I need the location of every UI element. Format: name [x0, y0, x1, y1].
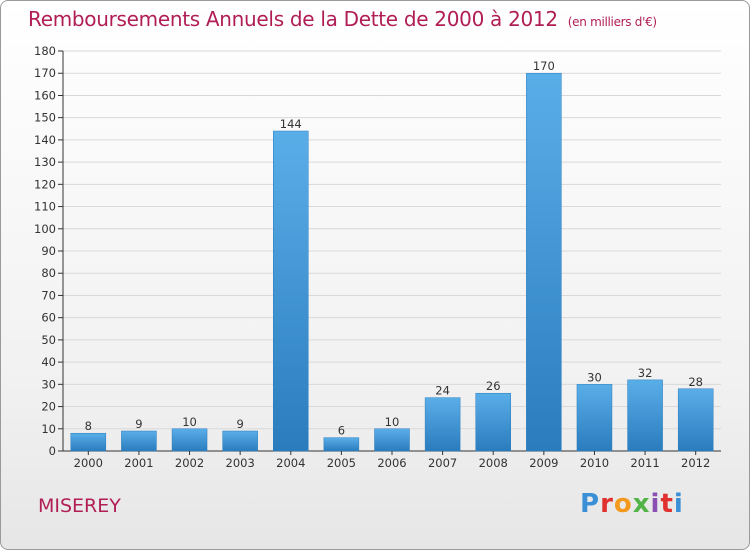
- bar: [70, 432, 107, 452]
- x-tick-label: 2008: [479, 456, 508, 470]
- bar: [475, 392, 511, 452]
- y-tick-label: 10: [41, 422, 56, 436]
- y-tick-label: 70: [41, 288, 56, 302]
- x-tick-label: 2007: [428, 456, 457, 470]
- bar-value-label: 32: [638, 366, 653, 380]
- chart-title: Remboursements Annuels de la Dette de 20…: [28, 7, 657, 31]
- y-tick-label: 120: [34, 177, 56, 191]
- y-tick-label: 60: [41, 311, 56, 325]
- y-tick-label: 170: [34, 66, 56, 80]
- y-tick-label: 100: [34, 222, 56, 236]
- bar: [273, 130, 309, 452]
- y-tick-label: 20: [41, 400, 56, 414]
- y-tick-label: 130: [34, 155, 56, 169]
- bar: [222, 430, 258, 452]
- x-tick-label: 2003: [226, 456, 255, 470]
- bar-value-label: 30: [587, 370, 602, 384]
- logo-letter: r: [600, 489, 614, 519]
- y-tick-label: 90: [41, 244, 56, 258]
- bar-value-label: 26: [486, 379, 501, 393]
- chart-title-text: Remboursements Annuels de la Dette de 20…: [28, 7, 558, 31]
- bar: [424, 397, 461, 452]
- bar-value-label: 144: [280, 117, 302, 131]
- bar-value-label: 10: [182, 415, 197, 429]
- logo-letter: t: [660, 489, 674, 519]
- y-tick-label: 40: [41, 355, 56, 369]
- x-tick-label: 2005: [327, 456, 356, 470]
- x-tick-label: 2004: [276, 456, 305, 470]
- x-tick-label: 2010: [580, 456, 609, 470]
- y-tick-label: 140: [34, 133, 56, 147]
- bar-value-label: 10: [385, 415, 400, 429]
- logo-letter: o: [613, 489, 633, 519]
- bar-value-label: 8: [85, 419, 92, 433]
- x-tick-label: 2002: [175, 456, 204, 470]
- y-tick-label: 110: [34, 200, 56, 214]
- y-tick-label: 30: [41, 377, 56, 391]
- bar: [323, 437, 360, 452]
- bar-value-label: 24: [435, 384, 450, 398]
- x-tick-label: 2011: [630, 456, 659, 470]
- commune-name: MISEREY: [38, 495, 121, 517]
- logo-letter: i: [673, 489, 684, 519]
- chart-subtitle: (en milliers d'€): [567, 15, 657, 29]
- x-tick-label: 2001: [124, 456, 153, 470]
- bar-value-label: 6: [338, 424, 345, 438]
- bar-value-label: 9: [236, 417, 243, 431]
- y-tick-label: 50: [41, 333, 56, 347]
- y-tick-label: 0: [49, 444, 56, 458]
- x-tick-label: 2009: [529, 456, 558, 470]
- bar: [171, 428, 208, 452]
- logo-letter: P: [580, 489, 601, 519]
- logo-letter: x: [632, 489, 651, 519]
- y-tick-label: 80: [41, 266, 56, 280]
- bar: [576, 384, 613, 452]
- x-tick-label: 2006: [377, 456, 406, 470]
- bar: [374, 428, 410, 452]
- bar-value-label: 170: [533, 59, 555, 73]
- bar: [677, 388, 714, 452]
- bar-value-label: 9: [135, 417, 142, 431]
- x-tick-label: 2000: [74, 456, 103, 470]
- bar-value-label: 28: [688, 375, 703, 389]
- logo-letter: i: [650, 489, 661, 519]
- y-tick-label: 160: [34, 88, 56, 102]
- x-tick-label: 2012: [681, 456, 710, 470]
- y-tick-label: 180: [34, 44, 56, 58]
- y-tick-label: 150: [34, 111, 56, 125]
- bar: [627, 379, 663, 452]
- bar: [121, 430, 157, 452]
- bar: [526, 72, 562, 452]
- proxiti-logo: Proxiti: [580, 489, 684, 519]
